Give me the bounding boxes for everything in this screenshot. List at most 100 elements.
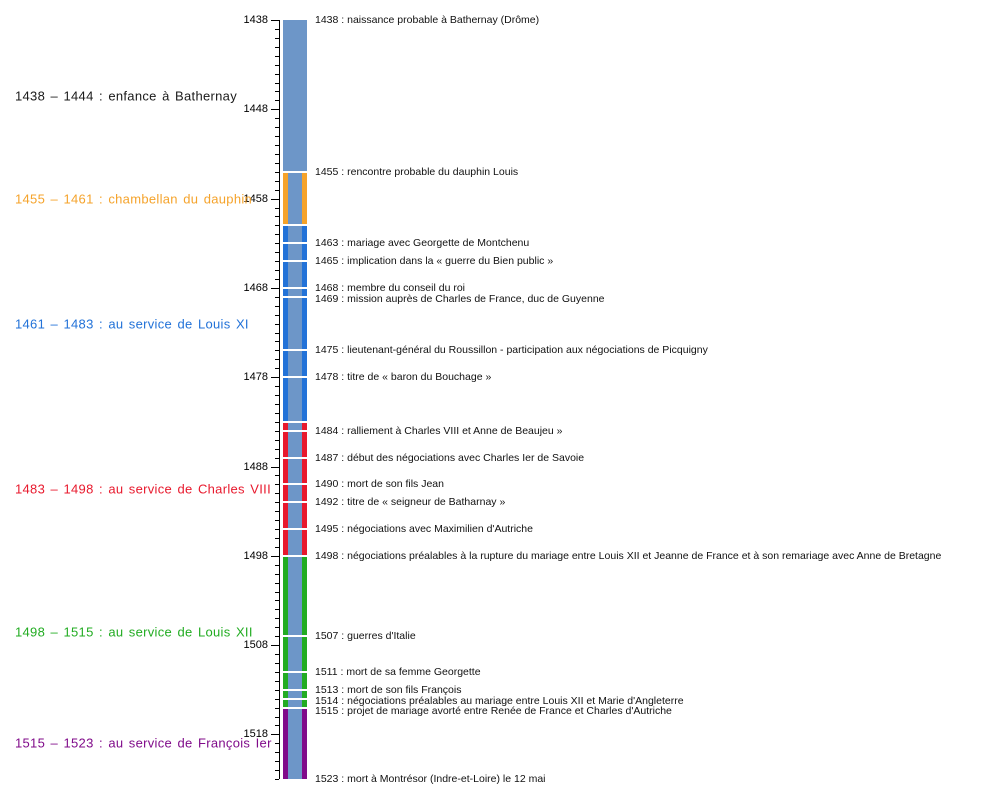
tick-label: 1508 <box>243 639 268 652</box>
minor-tick <box>275 28 279 30</box>
minor-tick <box>275 520 279 522</box>
minor-tick <box>275 270 279 272</box>
minor-tick <box>275 180 279 182</box>
period-band-left <box>283 555 288 708</box>
minor-tick <box>275 278 279 280</box>
major-tick <box>271 555 279 557</box>
minor-tick <box>275 145 279 147</box>
minor-tick <box>275 395 279 397</box>
minor-tick <box>275 529 279 530</box>
period-band-right <box>302 555 307 708</box>
event-marker-line <box>283 286 307 289</box>
event-marker-line <box>283 420 307 423</box>
minor-tick <box>275 636 279 638</box>
major-tick <box>271 734 279 736</box>
minor-tick <box>275 511 279 513</box>
minor-tick <box>275 439 279 441</box>
event-marker-line <box>283 295 307 298</box>
minor-tick <box>275 421 279 423</box>
minor-tick <box>275 368 279 370</box>
minor-tick <box>275 618 279 620</box>
major-tick <box>271 198 279 200</box>
minor-tick <box>275 243 279 245</box>
period-band-left <box>283 171 288 226</box>
minor-tick <box>275 770 279 772</box>
event-marker-line <box>283 483 307 486</box>
period-band-right <box>302 225 307 422</box>
period-band-right <box>302 421 307 556</box>
period-band-right <box>302 171 307 226</box>
minor-tick <box>275 234 279 236</box>
tick-label: 1448 <box>243 103 268 116</box>
minor-tick <box>275 725 279 727</box>
period-band-right <box>302 707 307 780</box>
event-label: 1478 : titre de « baron du Bouchage » <box>315 371 492 384</box>
major-tick <box>271 109 279 111</box>
minor-tick <box>275 582 279 584</box>
major-tick <box>271 466 279 468</box>
minor-tick <box>275 502 279 504</box>
event-label: 1523 : mort à Montrésor (Indre-et-Loire)… <box>315 773 546 786</box>
minor-tick <box>275 600 279 602</box>
event-label: 1438 : naissance probable à Bathernay (D… <box>315 14 540 26</box>
tick-label: 1498 <box>243 549 268 562</box>
minor-tick <box>275 654 279 656</box>
event-marker-line <box>283 376 307 379</box>
event-label: 1469 : mission auprès de Charles de Fran… <box>315 292 605 305</box>
minor-tick <box>275 403 279 405</box>
minor-tick <box>275 261 279 263</box>
event-label: 1490 : mort de son fils Jean <box>315 478 444 491</box>
minor-tick <box>275 546 279 548</box>
minor-tick <box>275 305 279 307</box>
event-label: 1511 : mort de sa femme Georgette <box>315 665 481 678</box>
minor-tick <box>275 341 279 343</box>
minor-tick <box>275 350 279 352</box>
event-label: 1492 : titre de « seigneur de Batharnay … <box>315 496 506 509</box>
event-marker-line <box>283 706 307 709</box>
event-marker-line <box>283 224 307 227</box>
event-label: 1487 : début des négociations avec Charl… <box>315 451 585 464</box>
event-marker-line <box>283 242 307 245</box>
minor-tick <box>275 716 279 718</box>
event-label: 1515 : projet de mariage avorté entre Re… <box>315 705 672 718</box>
major-tick <box>271 20 279 21</box>
event-label: 1514 : négociations préalables au mariag… <box>315 694 684 707</box>
minor-tick <box>275 573 279 575</box>
minor-tick <box>275 475 279 477</box>
minor-tick <box>275 153 279 155</box>
tick-label: 1438 <box>243 14 268 26</box>
minor-tick <box>275 698 279 700</box>
minor-tick <box>275 127 279 129</box>
event-marker-line <box>283 456 307 459</box>
minor-tick <box>275 162 279 164</box>
axis-spine <box>279 20 280 780</box>
period-label: 1483 – 1498 : au service de Charles VIII <box>15 481 271 497</box>
minor-tick <box>275 91 279 93</box>
minor-tick <box>275 314 279 316</box>
minor-tick <box>275 252 279 254</box>
event-marker-line <box>283 501 307 504</box>
minor-tick <box>275 37 279 39</box>
minor-tick <box>275 412 279 414</box>
minor-tick <box>275 689 279 691</box>
event-marker-line <box>283 670 307 673</box>
event-label: 1465 : implication dans la « guerre du B… <box>315 255 554 268</box>
minor-tick <box>275 707 279 709</box>
minor-tick <box>275 591 279 593</box>
minor-tick <box>275 457 279 459</box>
minor-tick <box>275 332 279 334</box>
minor-tick <box>275 662 279 664</box>
event-marker-line <box>283 688 307 691</box>
minor-tick <box>275 82 279 84</box>
tick-label: 1478 <box>243 371 268 384</box>
minor-tick <box>275 171 279 173</box>
period-label: 1455 – 1461 : chambellan du dauphin <box>15 191 253 207</box>
minor-tick <box>275 680 279 682</box>
minor-tick <box>275 564 279 566</box>
minor-tick <box>275 671 279 673</box>
period-band-left <box>283 225 288 422</box>
minor-tick <box>275 207 279 209</box>
minor-tick <box>275 118 279 120</box>
minor-tick <box>275 323 279 325</box>
